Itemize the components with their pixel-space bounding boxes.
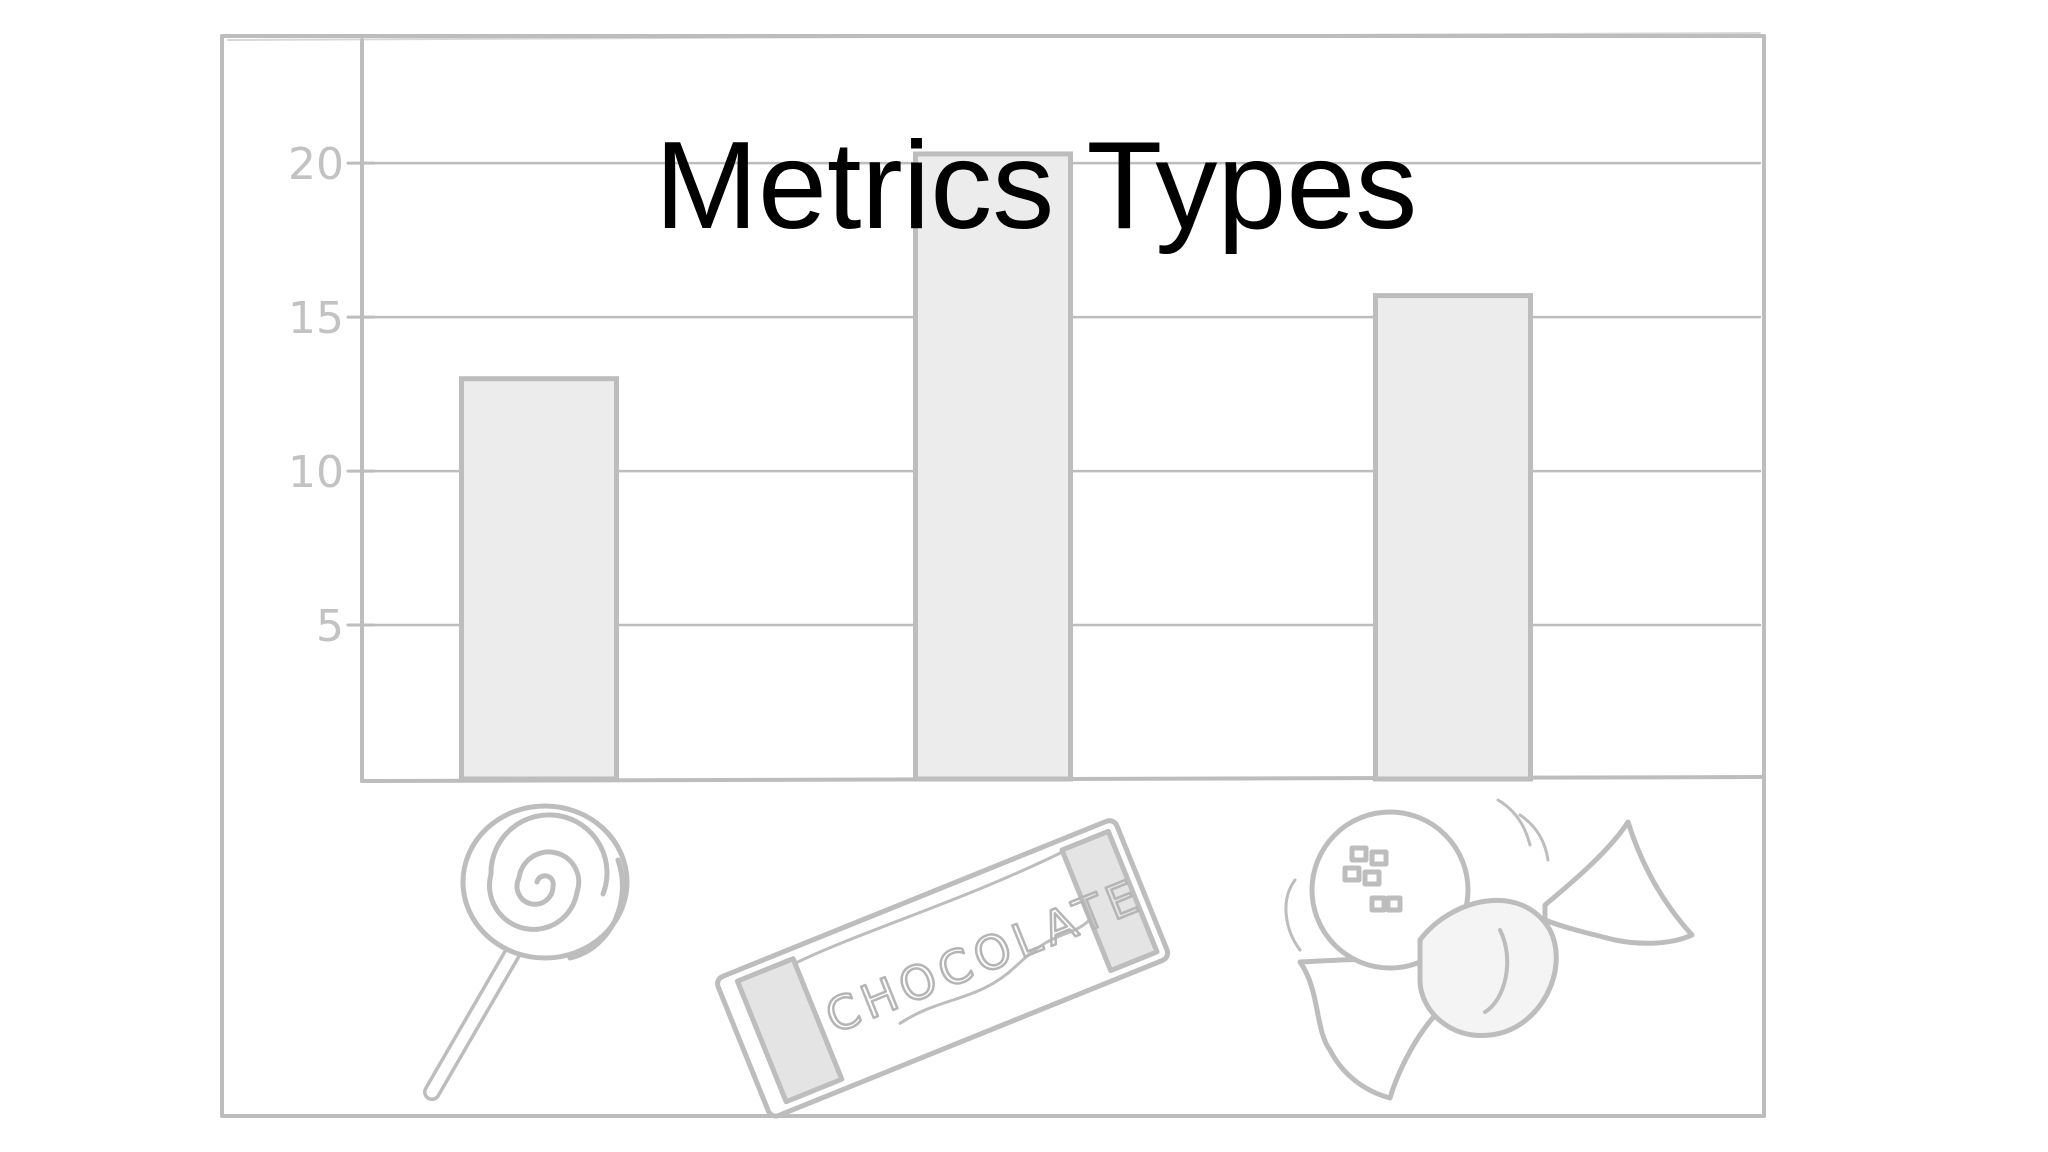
bar-lollipop <box>459 376 619 782</box>
bar-chocolate-bar <box>913 151 1073 782</box>
y-tick-label: 10 <box>288 447 344 498</box>
bars <box>459 151 1533 782</box>
wrapped-candy-icon <box>1284 798 1695 1101</box>
chocolate-bar-icon: CHOCOLATE <box>715 818 1171 1119</box>
bar-wrapped-candy <box>1373 293 1533 782</box>
y-tick-label: 15 <box>288 293 344 344</box>
slide-title: Metrics Types <box>655 117 1418 255</box>
frame-sketch-line <box>227 32 1761 41</box>
y-tick-label: 20 <box>288 139 344 190</box>
lollipop-icon <box>423 803 630 1101</box>
y-tick-label: 5 <box>316 601 344 652</box>
y-ticks: 5 10 15 20 <box>288 139 376 652</box>
